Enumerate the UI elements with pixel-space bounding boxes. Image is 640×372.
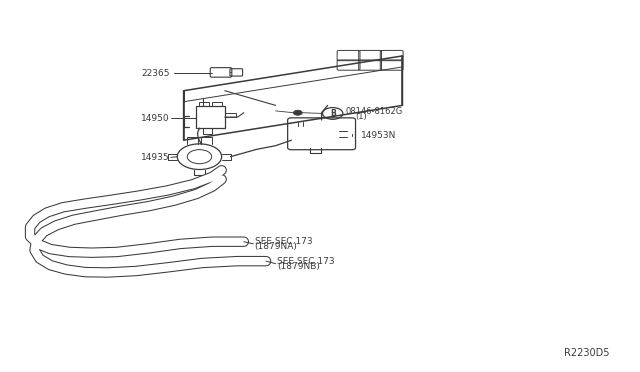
Text: SEE SEC.173: SEE SEC.173: [277, 257, 335, 266]
Text: 22365: 22365: [141, 69, 170, 78]
Text: (1): (1): [355, 112, 367, 121]
Text: 14935: 14935: [141, 153, 170, 162]
Text: SEE SEC.173: SEE SEC.173: [255, 237, 312, 246]
Text: B: B: [330, 109, 335, 118]
Bar: [196, 106, 225, 128]
Text: 14953N: 14953N: [361, 131, 397, 140]
Bar: [212, 102, 221, 106]
Text: (1879NB): (1879NB): [277, 262, 320, 271]
Text: (1879NA): (1879NA): [255, 242, 298, 251]
Text: 08146-8162G: 08146-8162G: [346, 107, 403, 116]
Circle shape: [293, 110, 302, 115]
Bar: [200, 102, 209, 106]
Text: 14950: 14950: [141, 114, 170, 123]
Text: R2230D5: R2230D5: [564, 348, 610, 358]
